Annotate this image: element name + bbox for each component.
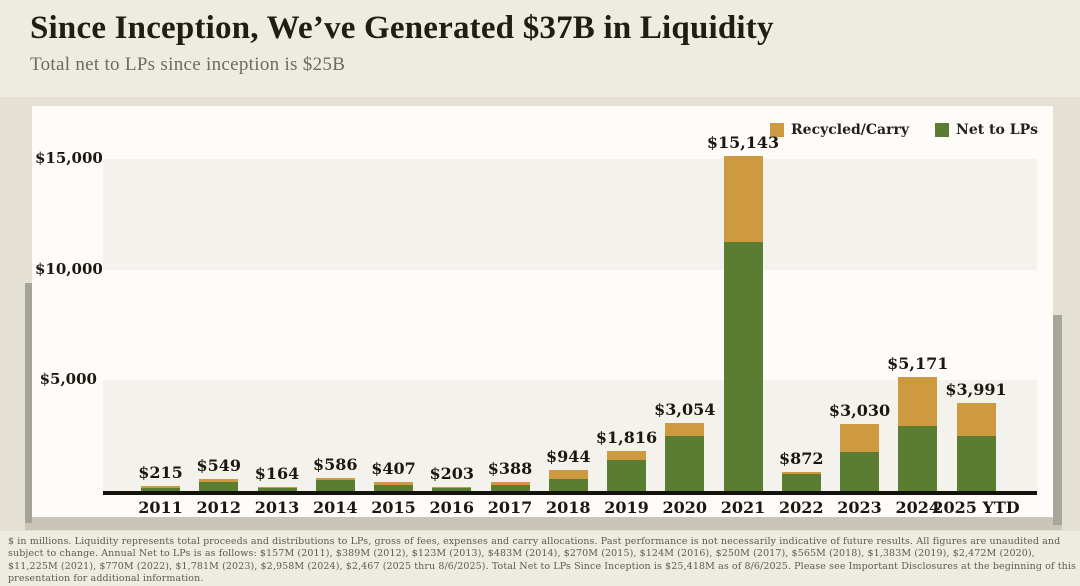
value-label-2025-ytd: $3,991: [945, 379, 1007, 399]
bar-2024-recycled-carry: [898, 376, 938, 426]
x-label-2018: 2018: [545, 498, 591, 517]
x-axis-line: [103, 491, 1037, 495]
value-label-2021: $15,143: [706, 132, 780, 152]
bar-2022-recycled-carry: [781, 471, 821, 474]
bar-2011-recycled-carry: [141, 486, 180, 488]
bar-2025-ytd-net-to-lps: [956, 436, 996, 491]
bar-2016-recycled-carry: [432, 486, 472, 489]
bar-2016-net-to-lps: [432, 488, 472, 491]
x-label-2017: 2017: [487, 498, 533, 517]
bar-2019-recycled-carry: [607, 450, 646, 461]
value-label-2013: $164: [254, 464, 300, 484]
x-label-2014: 2014: [312, 498, 358, 517]
value-label-2024: $5,171: [887, 353, 949, 373]
x-label-2021: 2021: [720, 498, 766, 517]
x-label-2025-ytd: 2025 YTD: [932, 498, 1020, 517]
bar-2023-recycled-carry: [840, 423, 879, 452]
bar-2012-net-to-lps: [199, 482, 239, 491]
plot-area: $215 $549 $164 $586 $407 $203 $388 $944 $1,816 $3…: [103, 106, 1037, 491]
net-to-lps-swatch-icon: [935, 123, 950, 137]
bar-2020-net-to-lps: [665, 436, 705, 491]
value-label-2018: $944: [545, 447, 591, 467]
x-label-2015: 2015: [371, 498, 416, 517]
x-label-2022: 2022: [778, 498, 824, 517]
x-label-2012: 2012: [196, 498, 242, 517]
legend-item-recycled-carry: Recycled/Carry: [770, 122, 909, 138]
bar-2025-ytd-recycled-carry: [956, 402, 996, 437]
bar-2017-recycled-carry: [490, 482, 530, 486]
x-label-2011: 2011: [138, 498, 183, 517]
grid-band-10000-15000: [103, 158, 1037, 270]
legend-label: Net to LPs: [956, 122, 1038, 138]
bar-2013-recycled-carry: [257, 487, 297, 489]
legend-item-net-to-lps: Net to LPs: [935, 122, 1038, 138]
legend-label: Recycled/Carry: [791, 122, 910, 138]
chart-legend: Recycled/Carry Net to LPs: [770, 122, 1038, 138]
bar-2018-recycled-carry: [548, 470, 588, 479]
x-label-2019: 2019: [604, 498, 649, 517]
value-label-2023: $3,030: [828, 400, 891, 420]
value-label-2015: $407: [371, 459, 416, 478]
bar-2014-recycled-carry: [315, 478, 355, 481]
bar-2015-recycled-carry: [374, 482, 413, 486]
bar-2012-recycled-carry: [199, 478, 239, 483]
value-label-2019: $1,816: [595, 427, 658, 447]
value-label-2020: $3,054: [654, 400, 716, 420]
bar-2019-net-to-lps: [607, 460, 646, 491]
recycled-carry-swatch-icon: [770, 123, 785, 137]
bar-2013-net-to-lps: [257, 488, 297, 491]
x-label-2023: 2023: [837, 498, 882, 517]
slide-header: Since Inception, We’ve Generated $37B in…: [30, 10, 1050, 76]
page-title: Since Inception, We’ve Generated $37B in…: [30, 10, 774, 46]
card-shadow-left: [25, 283, 32, 523]
bar-2021-recycled-carry: [723, 155, 763, 243]
x-label-2013: 2013: [254, 498, 300, 517]
bar-2022-net-to-lps: [781, 473, 821, 491]
bar-2017-net-to-lps: [490, 485, 530, 491]
value-label-2022: $872: [778, 448, 824, 468]
y-tick-10000: $10,000: [35, 259, 103, 278]
y-tick-15000: $15,000: [35, 148, 103, 167]
x-label-2016: 2016: [429, 498, 475, 517]
y-tick-5000: $5,000: [39, 370, 97, 389]
bar-2011-net-to-lps: [141, 487, 180, 491]
bar-2014-net-to-lps: [315, 480, 355, 491]
x-label-2024: 2024: [895, 498, 941, 517]
value-label-2012: $549: [196, 455, 242, 475]
bar-2015-net-to-lps: [374, 485, 413, 491]
bar-2021-net-to-lps: [723, 242, 763, 491]
bar-2024-net-to-lps: [898, 425, 938, 491]
bar-2020-recycled-carry: [665, 423, 705, 437]
value-label-2017: $388: [487, 459, 533, 479]
card-shadow-right: [1053, 315, 1062, 525]
chart-card: Recycled/Carry Net to LPs $5,000 $10,000 $1…: [32, 106, 1053, 517]
value-label-2011: $215: [138, 463, 183, 483]
disclosure-footnote: $ in millions. Liquidity represents tota…: [8, 536, 1076, 585]
x-label-2020: 2020: [662, 498, 708, 517]
card-shadow-bottom: [25, 517, 1062, 530]
bar-2023-net-to-lps: [840, 451, 879, 491]
value-label-2016: $203: [429, 463, 475, 483]
bar-2018-net-to-lps: [548, 478, 588, 491]
page-subtitle: Total net to LPs since inception is $25B: [30, 54, 346, 75]
value-label-2014: $586: [312, 455, 358, 475]
